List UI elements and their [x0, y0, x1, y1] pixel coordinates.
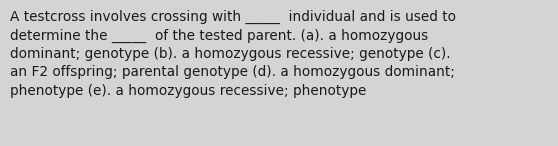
Text: A testcross involves crossing with _____  individual and is used to
determine th: A testcross involves crossing with _____… [10, 10, 456, 98]
